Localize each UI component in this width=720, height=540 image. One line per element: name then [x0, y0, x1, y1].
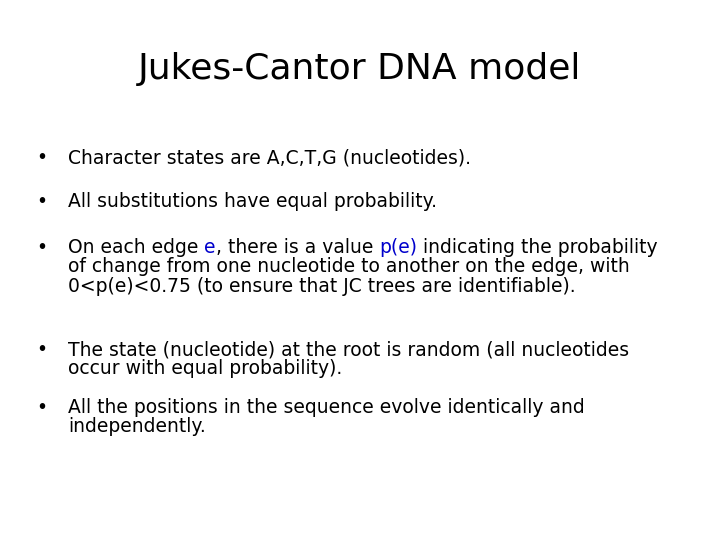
Text: of change from one nucleotide to another on the edge, with: of change from one nucleotide to another… [68, 258, 630, 276]
Text: Jukes-Cantor DNA model: Jukes-Cantor DNA model [138, 52, 582, 86]
Text: , there is a value: , there is a value [216, 238, 379, 257]
Text: •: • [37, 148, 48, 167]
Text: p(e): p(e) [379, 238, 418, 257]
Text: •: • [37, 192, 48, 211]
Text: occur with equal probability).: occur with equal probability). [68, 360, 342, 379]
Text: The state (nucleotide) at the root is random (all nucleotides: The state (nucleotide) at the root is ra… [68, 340, 629, 359]
Text: •: • [37, 340, 48, 359]
Text: e: e [204, 238, 216, 257]
Text: •: • [37, 238, 48, 257]
Text: All the positions in the sequence evolve identically and: All the positions in the sequence evolve… [68, 398, 585, 417]
Text: independently.: independently. [68, 417, 206, 436]
Text: 0<p(e)<0.75 (to ensure that JC trees are identifiable).: 0<p(e)<0.75 (to ensure that JC trees are… [68, 277, 575, 296]
Text: All substitutions have equal probability.: All substitutions have equal probability… [68, 192, 437, 211]
Text: indicating the probability: indicating the probability [418, 238, 658, 257]
Text: Character states are A,C,T,G (nucleotides).: Character states are A,C,T,G (nucleotide… [68, 148, 471, 167]
Text: On each edge: On each edge [68, 238, 204, 257]
Text: •: • [37, 398, 48, 417]
